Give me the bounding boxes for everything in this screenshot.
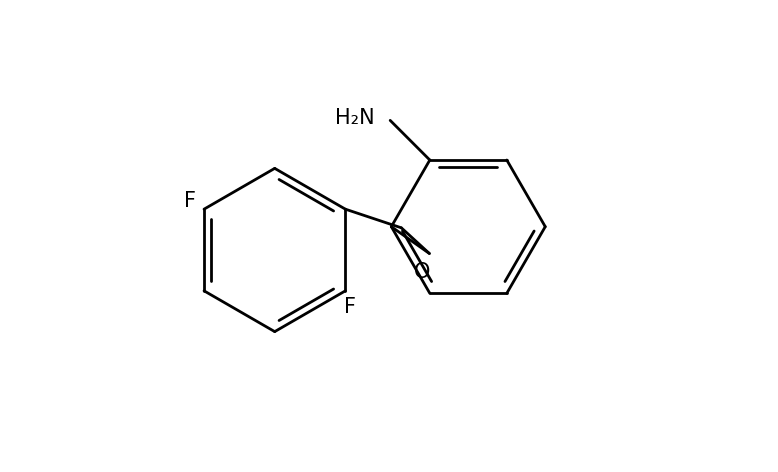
- Text: O: O: [414, 262, 430, 282]
- Text: F: F: [344, 297, 356, 317]
- Text: F: F: [184, 191, 196, 211]
- Text: H₂N: H₂N: [335, 108, 375, 128]
